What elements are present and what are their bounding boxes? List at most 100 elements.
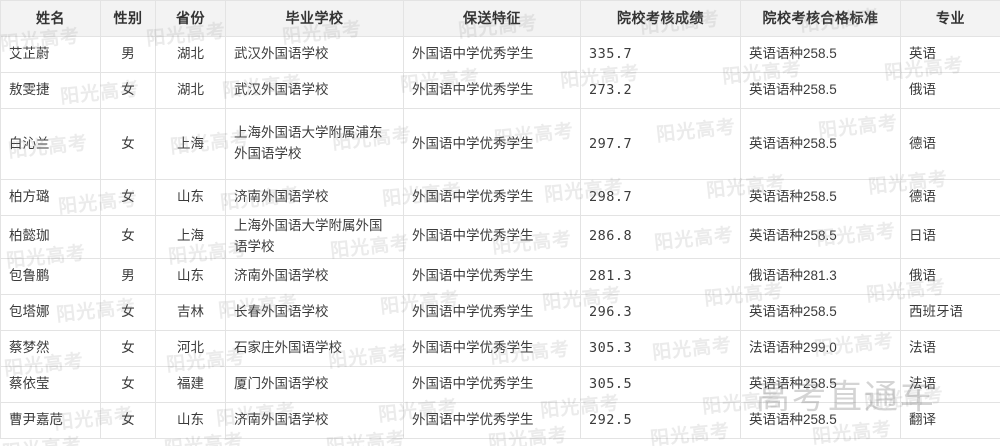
cell-gender: 女: [100, 215, 156, 259]
cell-school: 济南外国语学校: [225, 402, 404, 439]
cell-major: 法语: [900, 330, 1000, 367]
cell-feature: 外国语中学优秀学生: [403, 36, 581, 73]
table-row: 曹尹嘉苊女山东 济南外国语学校 外国语中学优秀学生 292.5 英语语种258.5 翻译: [0, 402, 1000, 439]
cell-standard: 英语语种258.5: [740, 294, 901, 331]
cell-province: 上海: [155, 108, 226, 180]
cell-gender: 男: [100, 36, 156, 73]
cell-school: 石家庄外国语学校: [225, 330, 404, 367]
cell-gender: 女: [100, 402, 156, 439]
cell-major: 法语: [900, 366, 1000, 403]
cell-name: 敖雯捷: [0, 72, 101, 109]
cell-name: 蔡梦然: [0, 330, 101, 367]
table-head: 姓名 性别 省份 毕业学校 保送特征 院校考核成绩 院校考核合格标准 专业: [0, 0, 1000, 37]
cell-gender: 女: [100, 179, 156, 216]
cell-standard: 英语语种258.5: [740, 108, 901, 180]
cell-feature: 外国语中学优秀学生: [403, 258, 581, 295]
column-header-feature: 保送特征: [403, 0, 581, 37]
table-row: 包塔娜女吉林 长春外国语学校 外国语中学优秀学生 296.3 英语语种258.5 西班牙语: [0, 294, 1000, 331]
cell-province: 上海: [155, 215, 226, 259]
cell-major: 英语: [900, 36, 1000, 73]
cell-standard: 英语语种258.5: [740, 366, 901, 403]
cell-major: 日语: [900, 215, 1000, 259]
cell-standard: 英语语种258.5: [740, 215, 901, 259]
cell-name: 蔡依莹: [0, 366, 101, 403]
cell-name: 曹尹嘉苊: [0, 402, 101, 439]
cell-score: 292.5: [580, 402, 741, 439]
cell-score: 305.5: [580, 366, 741, 403]
cell-feature: 外国语中学优秀学生: [403, 294, 581, 331]
cell-major: 德语: [900, 179, 1000, 216]
cell-gender: 女: [100, 72, 156, 109]
cell-score: 297.7: [580, 108, 741, 180]
cell-province: 山东: [155, 258, 226, 295]
cell-major: 德语: [900, 108, 1000, 180]
column-header-standard: 院校考核合格标准: [740, 0, 901, 37]
cell-school: 长春外国语学校: [225, 294, 404, 331]
cell-score: 281.3: [580, 258, 741, 295]
cell-gender: 女: [100, 294, 156, 331]
cell-score: 335.7: [580, 36, 741, 73]
cell-school: 厦门外国语学校: [225, 366, 404, 403]
cell-province: 福建: [155, 366, 226, 403]
cell-school: 上海外国语大学附属外国语学校: [225, 215, 404, 259]
cell-province: 湖北: [155, 72, 226, 109]
cell-standard: 英语语种258.5: [740, 402, 901, 439]
cell-school: 济南外国语学校: [225, 258, 404, 295]
cell-score: 298.7: [580, 179, 741, 216]
cell-standard: 法语语种299.0: [740, 330, 901, 367]
cell-major: 翻译: [900, 402, 1000, 439]
column-header-school: 毕业学校: [225, 0, 404, 37]
cell-name: 艾芷蔚: [0, 36, 101, 73]
table-row: 柏方璐女山东 济南外国语学校 外国语中学优秀学生 298.7 英语语种258.5 德语: [0, 179, 1000, 216]
cell-name: 包鲁鹏: [0, 258, 101, 295]
column-header-province: 省份: [155, 0, 226, 37]
cell-school: 上海外国语大学附属浦东外国语学校: [225, 108, 404, 180]
cell-feature: 外国语中学优秀学生: [403, 215, 581, 259]
table-row: 敖雯捷女湖北 武汉外国语学校 外国语中学优秀学生 273.2 英语语种258.5 俄语: [0, 72, 1000, 109]
cell-feature: 外国语中学优秀学生: [403, 108, 581, 180]
cell-major: 俄语: [900, 72, 1000, 109]
cell-school: 武汉外国语学校: [225, 36, 404, 73]
cell-school: 济南外国语学校: [225, 179, 404, 216]
cell-gender: 女: [100, 366, 156, 403]
cell-score: 296.3: [580, 294, 741, 331]
column-header-major: 专业: [900, 0, 1000, 37]
cell-feature: 外国语中学优秀学生: [403, 366, 581, 403]
cell-feature: 外国语中学优秀学生: [403, 402, 581, 439]
cell-standard: 英语语种258.5: [740, 72, 901, 109]
cell-gender: 女: [100, 108, 156, 180]
cell-score: 273.2: [580, 72, 741, 109]
cell-score: 305.3: [580, 330, 741, 367]
cell-gender: 女: [100, 330, 156, 367]
cell-province: 吉林: [155, 294, 226, 331]
table-header-row: 姓名 性别 省份 毕业学校 保送特征 院校考核成绩 院校考核合格标准 专业: [0, 0, 1000, 37]
cell-score: 286.8: [580, 215, 741, 259]
column-header-score: 院校考核成绩: [580, 0, 741, 37]
cell-standard: 俄语语种281.3: [740, 258, 901, 295]
cell-province: 山东: [155, 179, 226, 216]
cell-standard: 英语语种258.5: [740, 179, 901, 216]
cell-name: 柏懿珈: [0, 215, 101, 259]
table-row: 包鲁鹏男山东 济南外国语学校 外国语中学优秀学生 281.3 俄语语种281.3 俄语: [0, 258, 1000, 295]
cell-major: 俄语: [900, 258, 1000, 295]
table-row: 艾芷蔚男湖北 武汉外国语学校 外国语中学优秀学生 335.7 英语语种258.5 英语: [0, 36, 1000, 73]
table-row: 蔡依莹女福建 厦门外国语学校 外国语中学优秀学生 305.5 英语语种258.5 法语: [0, 366, 1000, 403]
cell-standard: 英语语种258.5: [740, 36, 901, 73]
cell-province: 山东: [155, 402, 226, 439]
cell-major: 西班牙语: [900, 294, 1000, 331]
cell-name: 柏方璐: [0, 179, 101, 216]
cell-province: 湖北: [155, 36, 226, 73]
column-header-gender: 性别: [100, 0, 156, 37]
column-header-name: 姓名: [0, 0, 101, 37]
cell-gender: 男: [100, 258, 156, 295]
cell-name: 白沁兰: [0, 108, 101, 180]
cell-feature: 外国语中学优秀学生: [403, 72, 581, 109]
table-row: 柏懿珈女上海 上海外国语大学附属外国语学校 外国语中学优秀学生 286.8 英语语种25…: [0, 215, 1000, 259]
cell-feature: 外国语中学优秀学生: [403, 179, 581, 216]
cell-name: 包塔娜: [0, 294, 101, 331]
cell-province: 河北: [155, 330, 226, 367]
table-row: 蔡梦然女河北 石家庄外国语学校 外国语中学优秀学生 305.3 法语语种299.0 法语: [0, 330, 1000, 367]
table-row: 白沁兰女上海 上海外国语大学附属浦东外国语学校 外国语中学优秀学生 297.7 英语语种…: [0, 108, 1000, 180]
